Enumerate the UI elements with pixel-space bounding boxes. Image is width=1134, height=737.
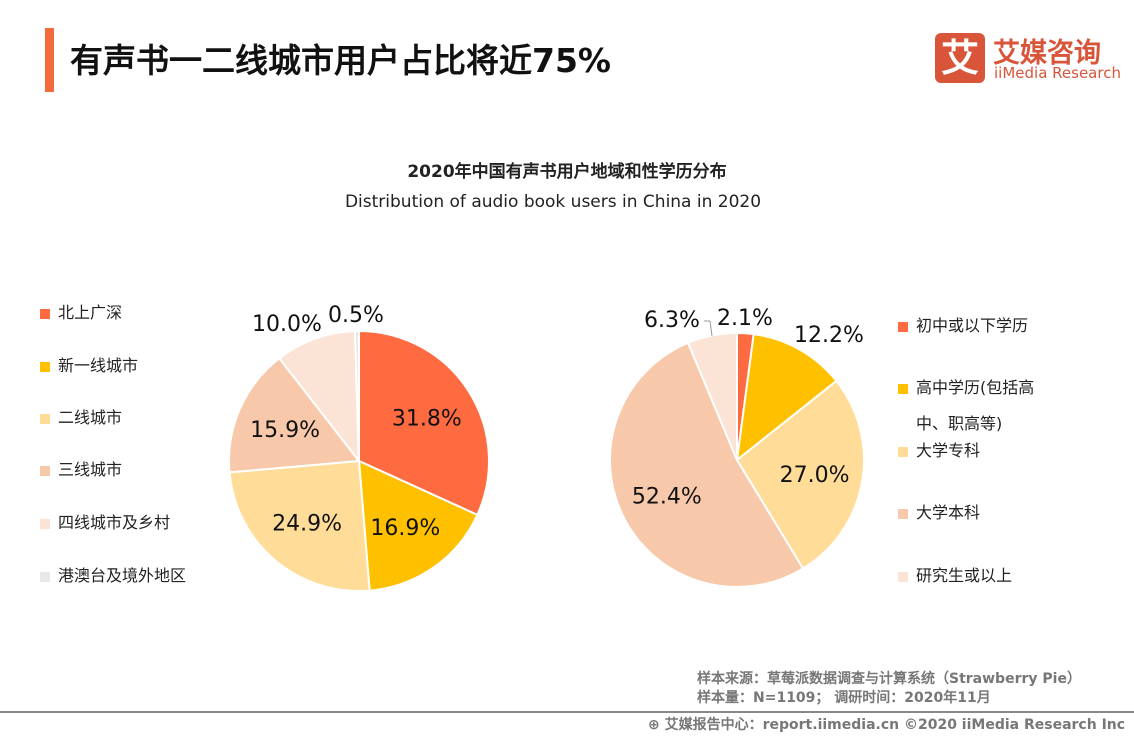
pie-slice — [357, 459, 479, 592]
legend-swatch — [898, 383, 908, 394]
legend-item: 研究生或以上 — [898, 565, 1012, 587]
legend-label-cont: 中、职高等) — [916, 414, 1003, 433]
legend-item: 高中学历(包括高 — [898, 377, 1034, 399]
logo-text-cn: 艾媒咨询 — [993, 38, 1101, 69]
legend-swatch — [40, 361, 50, 372]
pie-slice — [228, 356, 361, 474]
data-label: 16.9% — [370, 516, 440, 541]
legend-label: 三线城市 — [58, 460, 123, 479]
legend-item: 大学专科 — [898, 440, 980, 462]
logo-text-en: iiMedia Research — [994, 64, 1121, 82]
footer: ⊕ 艾媒报告中心：report.iimedia.cn ©2020 iiMedia… — [648, 714, 1125, 734]
data-label: 10.0% — [252, 312, 322, 337]
legend-swatch — [40, 518, 50, 529]
pie-slice — [277, 330, 361, 465]
legend-item: 新一线城市 — [40, 355, 138, 377]
legend-swatch — [40, 465, 50, 476]
legend-label: 初中或以下学历 — [916, 316, 1029, 335]
legend-item: 港澳台及境外地区 — [40, 565, 186, 587]
legend-label: 港澳台及境外地区 — [58, 566, 187, 585]
data-label: 31.8% — [392, 406, 462, 431]
legend-swatch — [898, 508, 908, 519]
legend-swatch — [40, 571, 50, 582]
pie-slice — [735, 332, 838, 463]
legend-swatch — [40, 413, 50, 424]
legend-swatch — [898, 446, 908, 457]
data-label: 6.3% — [644, 308, 700, 333]
data-label: 24.9% — [272, 512, 342, 537]
pie-slice — [353, 329, 360, 462]
legend-label: 新一线城市 — [58, 356, 139, 375]
data-label: 52.4% — [632, 485, 702, 510]
logo-mark: 艾 — [935, 33, 985, 83]
legend-label: 大学本科 — [916, 503, 981, 522]
legend-item: 初中或以下学历 — [898, 315, 1028, 337]
globe-icon: ⊕ — [648, 717, 660, 733]
page-title: 有声书一二线城市用户占比将近75% — [70, 41, 611, 80]
legend-swatch — [898, 571, 908, 582]
sample-note: 样本量：N=1109； 调研时间：2020年11月 — [697, 690, 991, 706]
footer-text: 艾媒报告中心：report.iimedia.cn ©2020 iiMedia R… — [664, 717, 1126, 733]
pie-slice — [358, 329, 490, 517]
chart-subtitle: Distribution of audio book users in Chin… — [344, 192, 762, 212]
footer-divider — [0, 711, 1134, 713]
legend-swatch — [40, 308, 50, 319]
legend-label: 大学专科 — [916, 441, 981, 460]
leader-line — [704, 320, 713, 337]
legend-item: 三线城市 — [40, 459, 122, 481]
pie-slice — [608, 341, 805, 588]
legend-item: 二线城市 — [40, 407, 122, 429]
legend-label: 研究生或以上 — [916, 566, 1013, 585]
legend-swatch — [898, 321, 908, 332]
source-note: 样本来源：草莓派数据调查与计算系统（Strawberry Pie） — [697, 671, 1081, 687]
legend-item: 大学本科 — [898, 502, 980, 524]
legend-label: 高中学历(包括高 — [916, 378, 1035, 397]
data-label: 2.1% — [717, 306, 773, 331]
legend-label: 二线城市 — [58, 408, 123, 427]
legend-label: 四线城市及乡村 — [58, 513, 171, 532]
legend-item: 北上广深 — [40, 302, 122, 324]
legend-label: 北上广深 — [58, 303, 123, 322]
title-accent-bar — [45, 28, 54, 92]
data-label: 0.5% — [328, 303, 384, 328]
pie-slice — [228, 459, 371, 592]
data-label: 12.2% — [794, 323, 864, 348]
data-label: 15.9% — [250, 418, 320, 443]
chart-title: 2020年中国有声书用户地域和性学历分布 — [407, 162, 727, 182]
legend-item: 四线城市及乡村 — [40, 512, 170, 534]
pie-slice — [735, 379, 865, 570]
data-label: 27.0% — [780, 463, 850, 488]
